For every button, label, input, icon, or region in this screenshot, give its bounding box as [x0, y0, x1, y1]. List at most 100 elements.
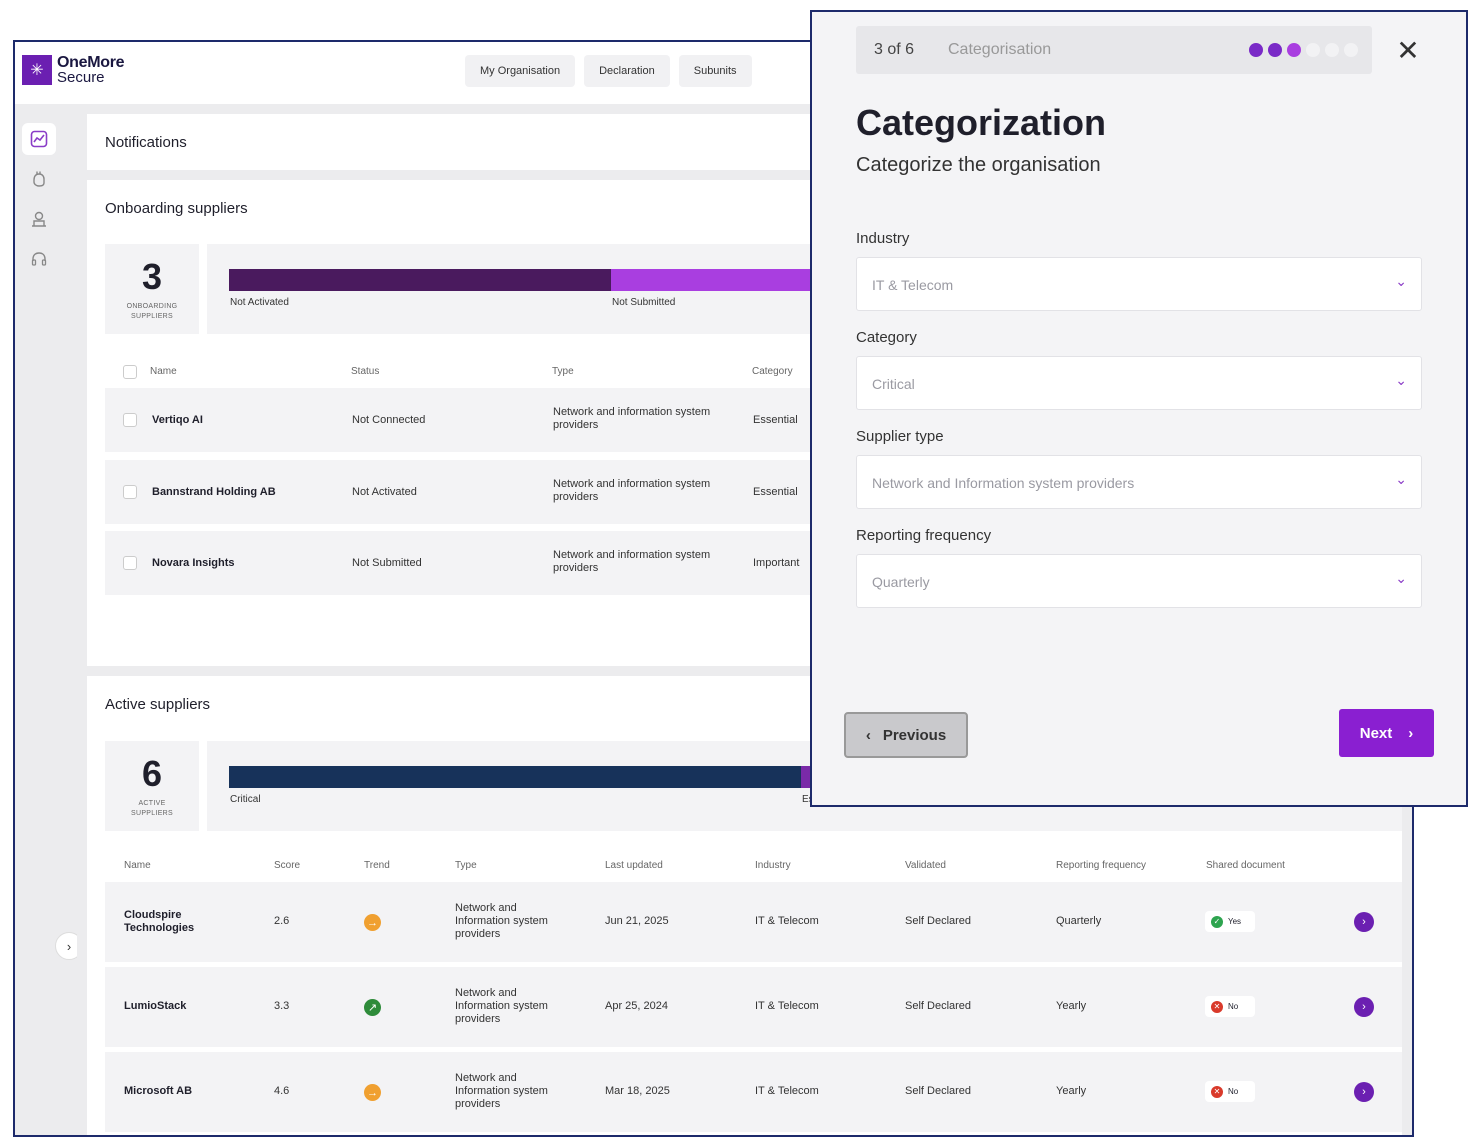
trend-up-icon: ↗ — [364, 999, 381, 1016]
reporting-frequency: Yearly — [1056, 1000, 1087, 1012]
supplier-name: Microsoft AB — [124, 1085, 193, 1097]
supplier-type: Network and Information system providers — [455, 1072, 548, 1110]
industry: IT & Telecom — [755, 1000, 819, 1012]
chevron-down-icon: ⌄ — [1395, 273, 1407, 289]
shared-document-value: Yes — [1228, 917, 1242, 926]
column-header-validated[interactable]: Validated — [905, 860, 946, 871]
reporting-frequency: Yearly — [1056, 1085, 1087, 1097]
trend-flat-icon: → — [364, 1084, 381, 1101]
reporting-frequency: Quarterly — [1056, 915, 1102, 927]
segment-critical[interactable] — [229, 766, 801, 788]
row-checkbox[interactable] — [123, 485, 137, 499]
supplier-type-select[interactable]: Network and Information system providers… — [856, 455, 1422, 509]
supplier-score: 2.6 — [274, 915, 290, 927]
industry-label: Industry — [856, 230, 910, 247]
validated: Self Declared — [905, 1000, 972, 1012]
column-header-last-updated[interactable]: Last updated — [605, 860, 663, 871]
next-button[interactable]: Next › — [1339, 709, 1434, 757]
category-label: Category — [856, 329, 917, 346]
row-checkbox[interactable] — [123, 413, 137, 427]
notifications-title: Notifications — [105, 134, 187, 151]
step-name: Categorisation — [948, 41, 1052, 58]
industry: IT & Telecom — [755, 915, 819, 927]
table-row[interactable]: Microsoft AB 4.6 → Network and Informati… — [105, 1052, 1402, 1132]
nav-my-organisation[interactable]: My Organisation — [465, 55, 576, 87]
step-pending-icon — [1306, 43, 1320, 57]
last-updated: Mar 18, 2025 — [605, 1085, 670, 1097]
industry-value: IT & Telecom — [872, 277, 954, 293]
category-select[interactable]: Critical ⌄ — [856, 356, 1422, 410]
column-header-type[interactable]: Type — [455, 860, 477, 871]
table-row[interactable]: Cloudspire Technologies 2.6 → Network an… — [105, 882, 1402, 962]
nav-declaration[interactable]: Declaration — [584, 55, 670, 87]
logo-text-line1: OneMore — [57, 54, 125, 71]
categorization-modal: 3 of 6 Categorisation ✕ Categorization C… — [810, 10, 1468, 807]
reporting-frequency-value: Quarterly — [872, 574, 930, 590]
modal-subtitle: Categorize the organisation — [856, 154, 1101, 176]
cross-icon: ✕ — [1211, 1000, 1223, 1013]
supplier-score: 4.6 — [274, 1085, 290, 1097]
step-progress: 3 of 6 Categorisation — [856, 26, 1372, 74]
supplier-name: Bannstrand Holding AB — [152, 486, 276, 498]
open-supplier-button[interactable]: › — [1354, 997, 1374, 1017]
industry-select[interactable]: IT & Telecom ⌄ — [856, 257, 1422, 311]
supplier-name: LumioStack — [124, 1000, 187, 1012]
column-header-category[interactable]: Category — [752, 366, 793, 377]
step-current-icon — [1287, 43, 1301, 57]
last-updated: Apr 25, 2024 — [605, 1000, 668, 1012]
column-header-reporting-frequency[interactable]: Reporting frequency — [1056, 860, 1147, 871]
select-all-checkbox[interactable] — [123, 365, 137, 379]
modal-title: Categorization — [856, 102, 1107, 143]
active-count-label: ACTIVE SUPPLIERS — [131, 800, 173, 817]
column-header-shared-document[interactable]: Shared document — [1206, 860, 1285, 871]
building-icon[interactable] — [22, 203, 56, 235]
table-row[interactable]: LumioStack 3.3 ↗ Network and Information… — [105, 967, 1402, 1047]
nav-subunits[interactable]: Subunits — [678, 55, 752, 87]
column-header-score[interactable]: Score — [274, 860, 301, 871]
supplier-name: Cloudspire Technologies — [124, 909, 195, 934]
segment-label-essential: Es — [802, 794, 814, 805]
active-title: Active suppliers — [105, 696, 211, 713]
supplier-type-value: Network and Information system providers — [872, 475, 1135, 491]
hand-icon[interactable] — [22, 163, 56, 195]
headset-icon[interactable] — [22, 243, 56, 275]
row-checkbox[interactable] — [123, 556, 137, 570]
validated: Self Declared — [905, 915, 972, 927]
shared-document-badge: ✕ No — [1205, 1081, 1255, 1102]
supplier-name: Vertiqo AI — [152, 414, 203, 426]
validated: Self Declared — [905, 1085, 972, 1097]
cross-icon: ✕ — [1211, 1085, 1223, 1098]
column-header-industry[interactable]: Industry — [755, 860, 791, 871]
logo[interactable]: ✳ OneMore Secure — [22, 54, 125, 86]
column-header-type[interactable]: Type — [552, 366, 574, 377]
supplier-type: Network and information system providers — [553, 549, 711, 574]
onboarding-count-box: 3 ONBOARDING SUPPLIERS — [105, 244, 199, 334]
column-header-name[interactable]: Name — [124, 860, 151, 871]
chevron-right-icon: › — [1408, 724, 1414, 742]
shared-document-badge: ✓ Yes — [1205, 911, 1255, 932]
trend-flat-icon: → — [364, 914, 381, 931]
reporting-frequency-select[interactable]: Quarterly ⌄ — [856, 554, 1422, 608]
segment-not-activated[interactable] — [229, 269, 611, 291]
column-header-trend[interactable]: Trend — [364, 860, 390, 871]
supplier-score: 3.3 — [274, 1000, 290, 1012]
open-supplier-button[interactable]: › — [1354, 912, 1374, 932]
previous-button[interactable]: ‹ Previous — [844, 712, 968, 758]
supplier-type: Network and information system providers — [553, 478, 711, 503]
supplier-type: Network and information system providers — [553, 406, 711, 431]
logo-text-line2: Secure — [57, 69, 105, 86]
column-header-status[interactable]: Status — [351, 366, 380, 377]
supplier-category: Important — [753, 557, 800, 569]
sidebar — [15, 104, 77, 1135]
open-supplier-button[interactable]: › — [1354, 1082, 1374, 1102]
logo-mark-icon: ✳ — [22, 55, 52, 85]
dashboard-icon[interactable] — [22, 123, 56, 155]
chevron-down-icon: ⌄ — [1395, 372, 1407, 388]
segment-label-not-activated: Not Activated — [230, 297, 289, 308]
reporting-frequency-label: Reporting frequency — [856, 527, 992, 544]
column-header-name[interactable]: Name — [150, 366, 177, 377]
check-icon: ✓ — [1211, 915, 1223, 928]
step-pending-icon — [1325, 43, 1339, 57]
close-icon[interactable]: ✕ — [1396, 34, 1420, 66]
supplier-category: Essential — [753, 486, 798, 498]
